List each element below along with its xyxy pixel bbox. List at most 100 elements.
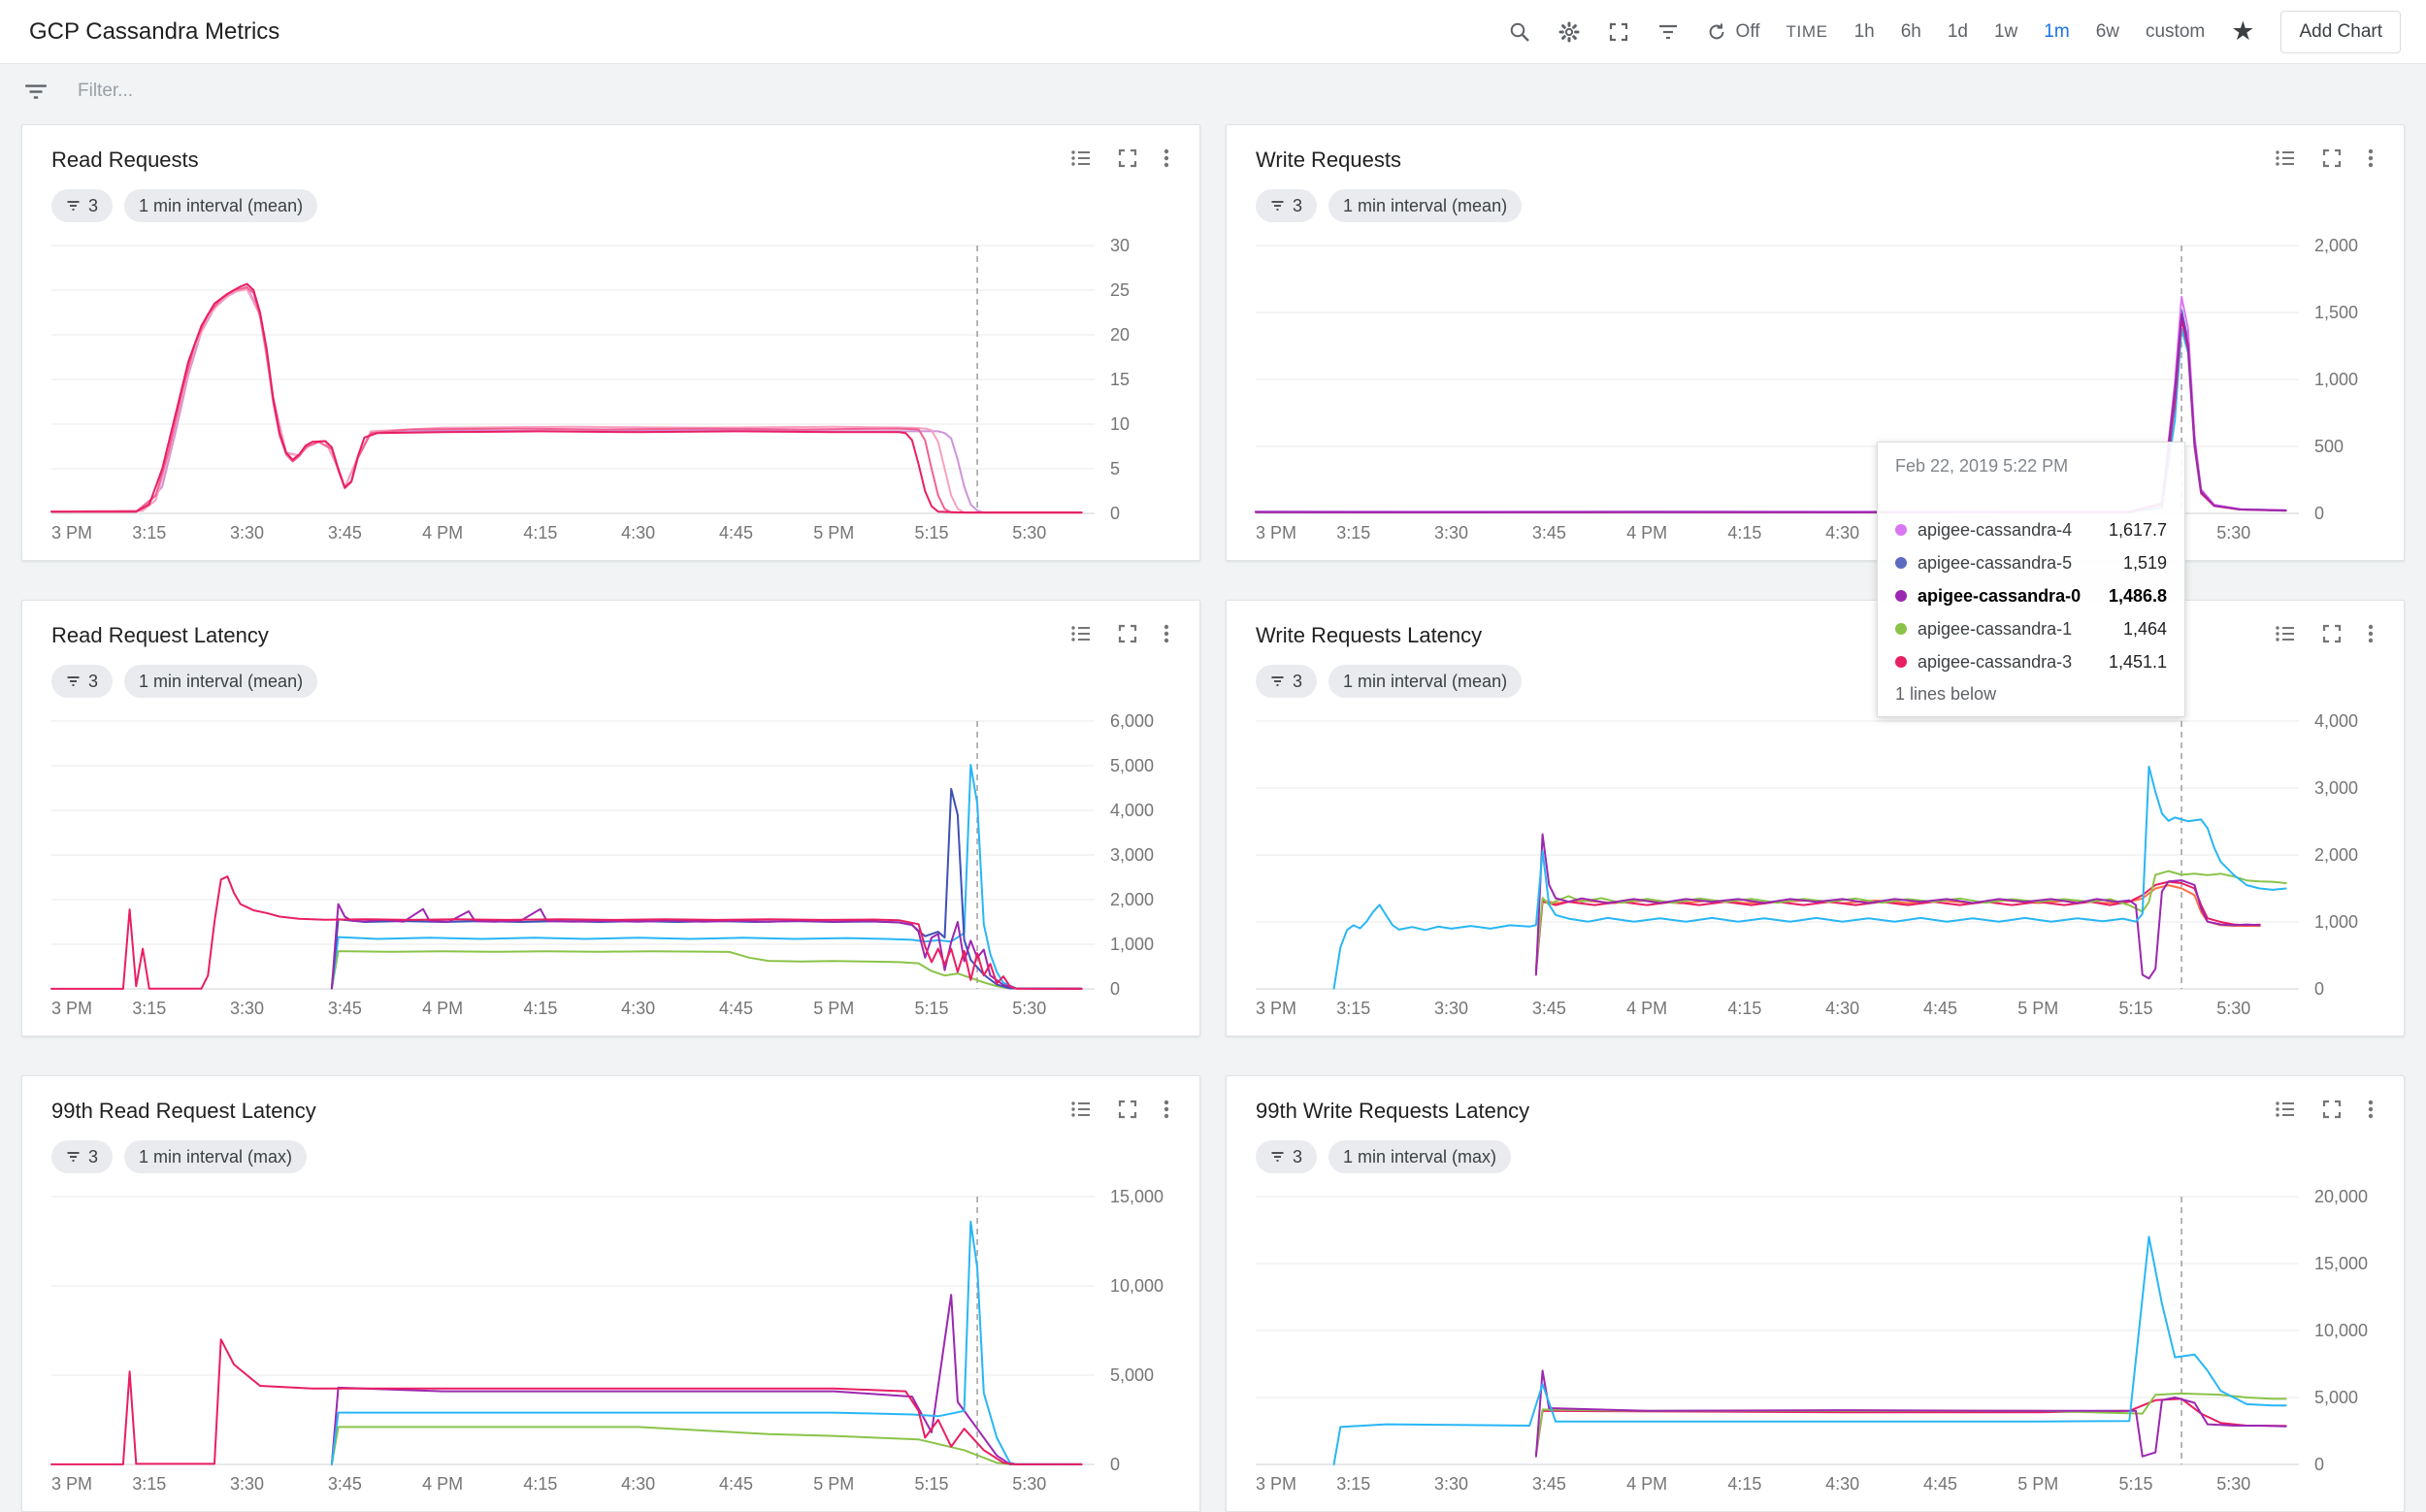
svg-text:3:30: 3:30 — [1434, 999, 1468, 1018]
filter-count-chip[interactable]: 3 — [1256, 189, 1318, 222]
svg-text:4:15: 4:15 — [523, 523, 557, 542]
svg-text:5 PM: 5 PM — [813, 999, 854, 1018]
svg-text:6,000: 6,000 — [1110, 711, 1154, 731]
charts-grid: Read Requests 3 1 min interval (mean) 0 5… — [0, 118, 2426, 1512]
svg-text:4:30: 4:30 — [621, 523, 655, 542]
auto-refresh-toggle[interactable]: Off — [1706, 21, 1760, 43]
filter-funnel-icon[interactable] — [23, 79, 49, 104]
line-chart-read-request-latency[interactable]: 0 1,000 2,000 3,000 4,000 5,000 6,000 3 PM 3:15 3… — [50, 711, 1170, 1022]
series-value: 1,519 — [2122, 552, 2167, 573]
kebab-menu-icon[interactable] — [2367, 622, 2375, 645]
svg-text:4:30: 4:30 — [621, 1474, 655, 1494]
tooltip-series-row: apigee-cassandra-0 1,486.8 — [1895, 579, 2167, 612]
svg-text:4:15: 4:15 — [1727, 523, 1761, 542]
line-chart-write-requests[interactable]: 0 500 1,000 1,500 2,000 3 PM 3:15 3:30 3:45 4 PM 4… — [1255, 236, 2375, 546]
legend-list-icon[interactable] — [1069, 622, 1093, 645]
legend-list-icon[interactable] — [2274, 1098, 2297, 1121]
svg-text:5:15: 5:15 — [915, 999, 949, 1018]
svg-text:4 PM: 4 PM — [422, 999, 463, 1018]
svg-text:4 PM: 4 PM — [1626, 1474, 1667, 1494]
svg-text:4:30: 4:30 — [1825, 1474, 1859, 1494]
expand-fullscreen-icon[interactable] — [2320, 147, 2344, 170]
range-1m-selected[interactable]: 1m — [2044, 20, 2070, 42]
range-custom[interactable]: custom — [2145, 20, 2206, 42]
svg-text:0: 0 — [1110, 979, 1120, 999]
kebab-menu-icon[interactable] — [1163, 147, 1170, 170]
time-label: TIME — [1786, 21, 1828, 41]
expand-fullscreen-icon[interactable] — [1116, 1098, 1139, 1121]
gear-icon[interactable] — [1557, 20, 1581, 44]
legend-list-icon[interactable] — [1069, 1098, 1093, 1121]
kebab-menu-icon[interactable] — [2367, 1098, 2375, 1121]
kebab-menu-icon[interactable] — [1163, 622, 1170, 645]
range-1h[interactable]: 1h — [1853, 20, 1875, 42]
svg-text:30: 30 — [1110, 236, 1130, 255]
line-chart-99th-write-requests-latency[interactable]: 0 5,000 10,000 15,000 20,000 3 PM 3:15 3:30 3:45… — [1256, 1187, 2375, 1497]
svg-text:4,000: 4,000 — [2314, 711, 2358, 731]
filter-count-chip[interactable]: 3 — [1256, 1140, 1318, 1173]
svg-text:5,000: 5,000 — [2314, 1388, 2358, 1407]
tooltip-timestamp: Feb 22, 2019 5:22 PM — [1895, 456, 2069, 476]
interval-chip[interactable]: 1 min interval (max) — [124, 1140, 308, 1173]
legend-list-icon[interactable] — [1069, 147, 1093, 170]
svg-text:5 PM: 5 PM — [2017, 1474, 2058, 1494]
svg-text:4 PM: 4 PM — [1626, 523, 1667, 542]
svg-text:5 PM: 5 PM — [813, 1474, 854, 1494]
svg-text:5:30: 5:30 — [1012, 1474, 1046, 1494]
line-chart-write-requests-latency[interactable]: 0 1,000 2,000 3,000 4,000 3 PM 3:15 3:30 3:45 4 P… — [1256, 711, 2375, 1022]
filter-count-chip[interactable]: 3 — [51, 189, 114, 222]
range-1d[interactable]: 1d — [1947, 20, 1968, 42]
filter-list-icon[interactable] — [1656, 20, 1680, 44]
svg-text:4:15: 4:15 — [523, 1474, 557, 1494]
svg-text:5: 5 — [1110, 459, 1120, 478]
chart-title: Write Requests — [1256, 148, 1401, 172]
series-value: 1,451.1 — [2108, 651, 2167, 672]
star-icon[interactable]: ★ — [2231, 16, 2255, 46]
chart-card-99th-write-requests-latency: 99th Write Requests Latency 3 1 min inte… — [1226, 1075, 2405, 1512]
svg-text:3 PM: 3 PM — [1256, 523, 1296, 542]
interval-chip[interactable]: 1 min interval (mean) — [1328, 189, 1523, 222]
svg-text:2,000: 2,000 — [2314, 236, 2358, 255]
tooltip-rows: apigee-cassandra-4 1,617.7 apigee-cassandr… — [1895, 513, 2167, 678]
line-chart-99th-read-request-latency[interactable]: 0 5,000 10,000 15,000 3 PM 3:15 3:30 3:45 4 PM 4:… — [50, 1187, 1170, 1497]
line-chart-read-requests[interactable]: 0 5 10 15 20 25 30 3 PM 3:15 3:30 3:45 4 PM 4:15 4:30… — [50, 236, 1170, 546]
interval-chip[interactable]: 1 min interval (mean) — [124, 665, 318, 698]
interval-chip[interactable]: 1 min interval (max) — [1328, 1140, 1512, 1173]
svg-text:10,000: 10,000 — [2314, 1321, 2368, 1340]
expand-fullscreen-icon[interactable] — [1116, 147, 1139, 170]
filter-count-chip[interactable]: 3 — [51, 1140, 114, 1173]
interval-chip[interactable]: 1 min interval (mean) — [1328, 665, 1523, 698]
chart-title: Write Requests Latency — [1256, 623, 1483, 647]
filter-count-chip[interactable]: 3 — [1256, 665, 1318, 698]
legend-list-icon[interactable] — [2274, 147, 2297, 170]
search-icon[interactable] — [1508, 20, 1531, 44]
svg-text:4:15: 4:15 — [523, 999, 557, 1018]
interval-chip[interactable]: 1 min interval (mean) — [124, 189, 318, 222]
svg-text:4 PM: 4 PM — [422, 1474, 463, 1494]
expand-fullscreen-icon[interactable] — [2320, 1098, 2344, 1121]
svg-text:4:45: 4:45 — [719, 1474, 753, 1494]
filter-input[interactable] — [76, 80, 1240, 103]
series-name: apigee-cassandra-4 — [1918, 519, 2073, 540]
svg-text:3:45: 3:45 — [328, 523, 362, 542]
add-chart-button[interactable]: Add Chart — [2280, 10, 2401, 53]
svg-text:3:45: 3:45 — [1532, 523, 1566, 542]
fullscreen-icon[interactable] — [1607, 20, 1630, 44]
svg-text:15: 15 — [1110, 370, 1130, 389]
series-value: 1,486.8 — [2108, 585, 2167, 606]
expand-fullscreen-icon[interactable] — [1116, 622, 1139, 645]
svg-text:5:30: 5:30 — [1012, 999, 1046, 1018]
range-1w[interactable]: 1w — [1993, 20, 2018, 42]
kebab-menu-icon[interactable] — [2367, 147, 2375, 170]
legend-list-icon[interactable] — [2274, 622, 2297, 645]
series-color-dot — [1895, 557, 1907, 569]
top-header: GCP Cassandra Metrics — [0, 0, 2426, 64]
filter-count-chip[interactable]: 3 — [51, 665, 114, 698]
svg-text:4:30: 4:30 — [1825, 999, 1859, 1018]
expand-fullscreen-icon[interactable] — [2320, 622, 2344, 645]
range-6h[interactable]: 6h — [1900, 20, 1921, 42]
svg-text:0: 0 — [1110, 1455, 1120, 1474]
range-6w[interactable]: 6w — [2095, 20, 2119, 42]
svg-text:3:15: 3:15 — [1336, 1474, 1370, 1494]
kebab-menu-icon[interactable] — [1163, 1098, 1170, 1121]
